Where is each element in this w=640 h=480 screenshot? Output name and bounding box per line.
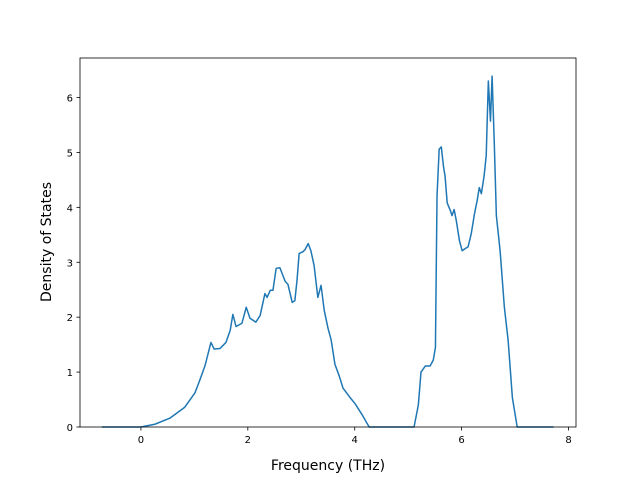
y-tick-label: 4: [67, 203, 73, 214]
x-tick-label: 8: [565, 435, 571, 446]
y-tick-label: 3: [67, 258, 73, 269]
plot-frame: [79, 57, 577, 428]
y-axis-label: Density of States: [39, 182, 55, 302]
y-tick-label: 5: [67, 148, 73, 159]
x-tick-label: 4: [352, 435, 358, 446]
y-tick-label: 0: [67, 423, 73, 434]
y-tick-label: 2: [67, 313, 73, 324]
line-series: [101, 75, 554, 428]
x-tick-label: 2: [245, 435, 251, 446]
x-tick-label: 0: [138, 435, 144, 446]
x-axis-label: Frequency (THz): [271, 458, 385, 474]
y-tick-label: 1: [67, 368, 73, 379]
x-tick-label: 6: [458, 435, 464, 446]
y-tick-label: 6: [67, 94, 73, 105]
